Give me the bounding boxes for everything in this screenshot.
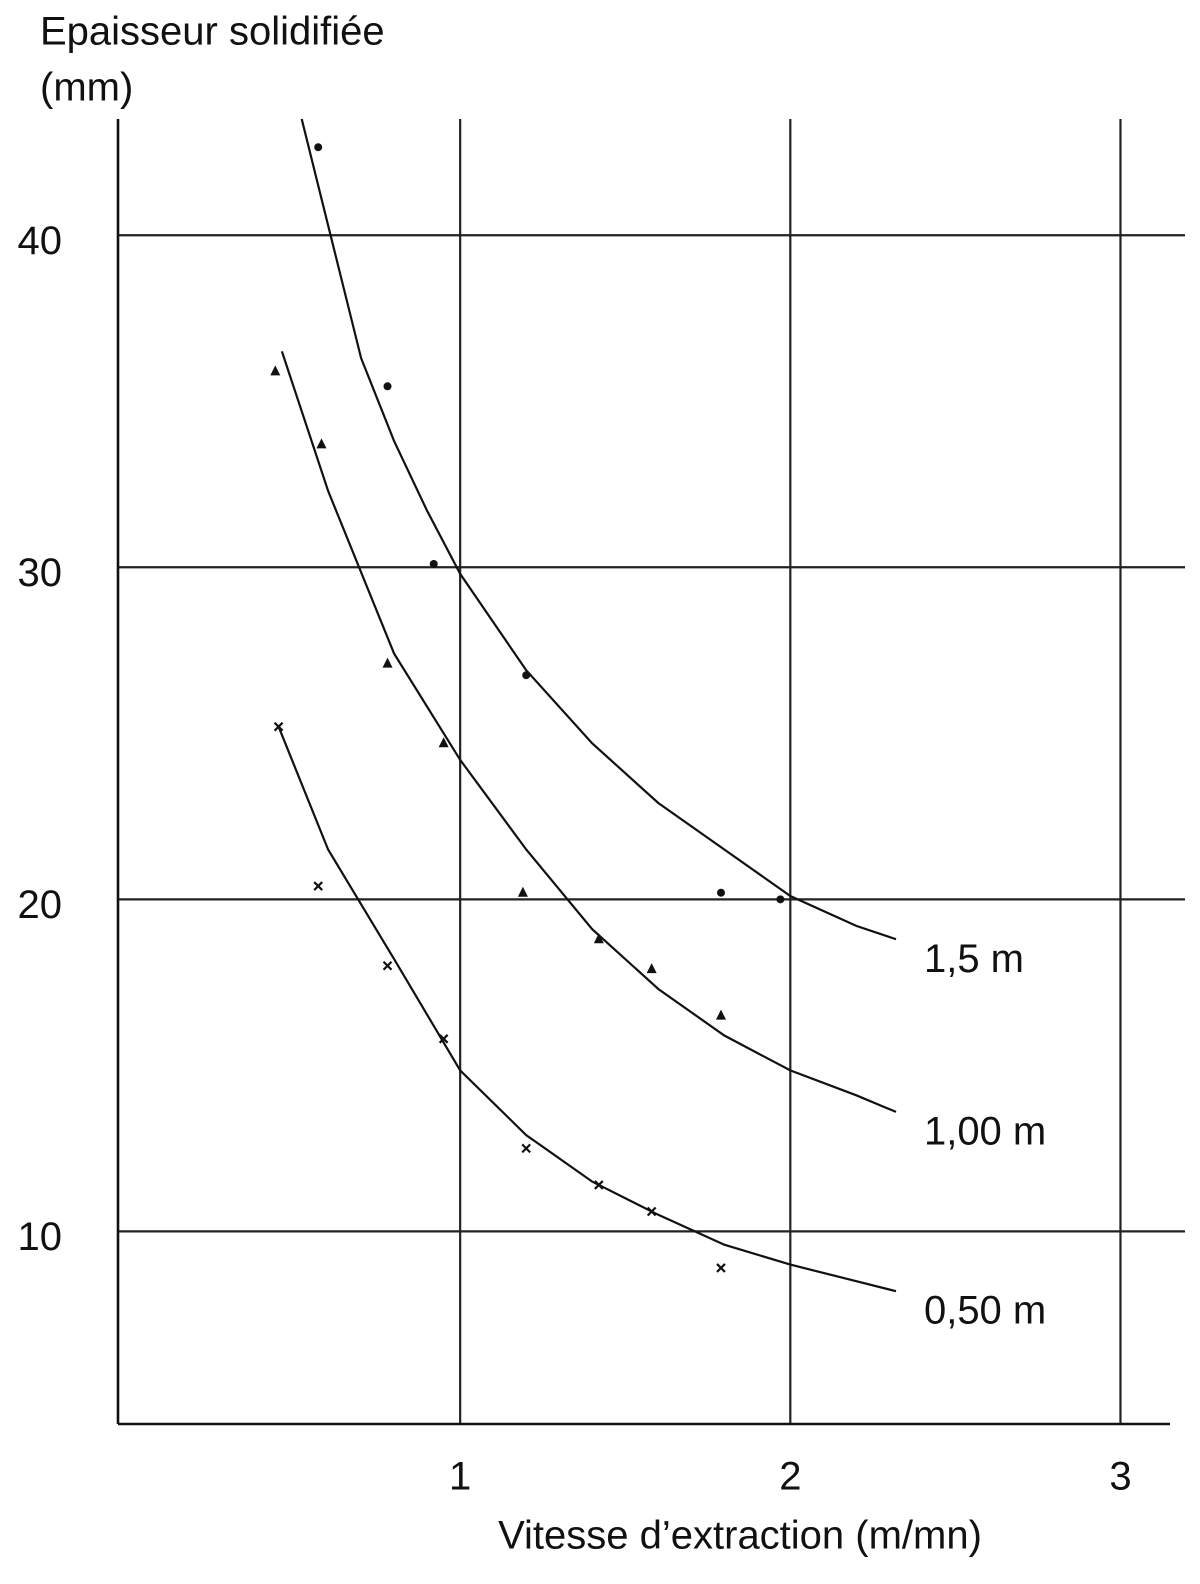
curve-label: 1,00 m (924, 1109, 1046, 1153)
data-point (429, 559, 438, 568)
y-tick-label: 40 (18, 219, 63, 263)
data-point (522, 671, 531, 680)
data-point (646, 1206, 657, 1217)
curve-label: 0,50 m (924, 1289, 1046, 1333)
y-tick-label: 20 (18, 883, 63, 927)
x-axis-label: Vitesse d’extraction (m/mn) (498, 1514, 982, 1558)
curve-label: 1,5 m (924, 937, 1024, 981)
data-point (316, 438, 327, 449)
y-axis-label: Epaisseur solidifiée (40, 10, 385, 54)
data-point (382, 657, 393, 668)
curve (300, 118, 897, 941)
data-point (273, 721, 284, 732)
x-tick-label: 2 (779, 1455, 801, 1499)
x-tick-label: 3 (1109, 1455, 1131, 1499)
data-point (715, 1009, 726, 1020)
x-tick-label: 1 (449, 1455, 471, 1499)
data-point (382, 960, 393, 971)
data-point (313, 881, 323, 891)
curve (280, 351, 897, 1113)
y-axis-label: (mm) (40, 66, 133, 110)
data-point (270, 365, 281, 376)
data-point (593, 933, 604, 944)
curve (277, 726, 897, 1293)
data-point (594, 1180, 604, 1190)
data-point (776, 895, 785, 904)
data-point (646, 963, 657, 974)
y-tick-label: 30 (18, 551, 63, 595)
data-point (517, 886, 528, 897)
y-tick-label: 10 (18, 1215, 63, 1259)
data-point (716, 888, 725, 897)
data-point (438, 1034, 449, 1044)
data-point (438, 737, 449, 748)
data-point (716, 1263, 726, 1273)
data-point (383, 382, 392, 391)
data-point (521, 1143, 531, 1154)
data-point (314, 143, 323, 152)
